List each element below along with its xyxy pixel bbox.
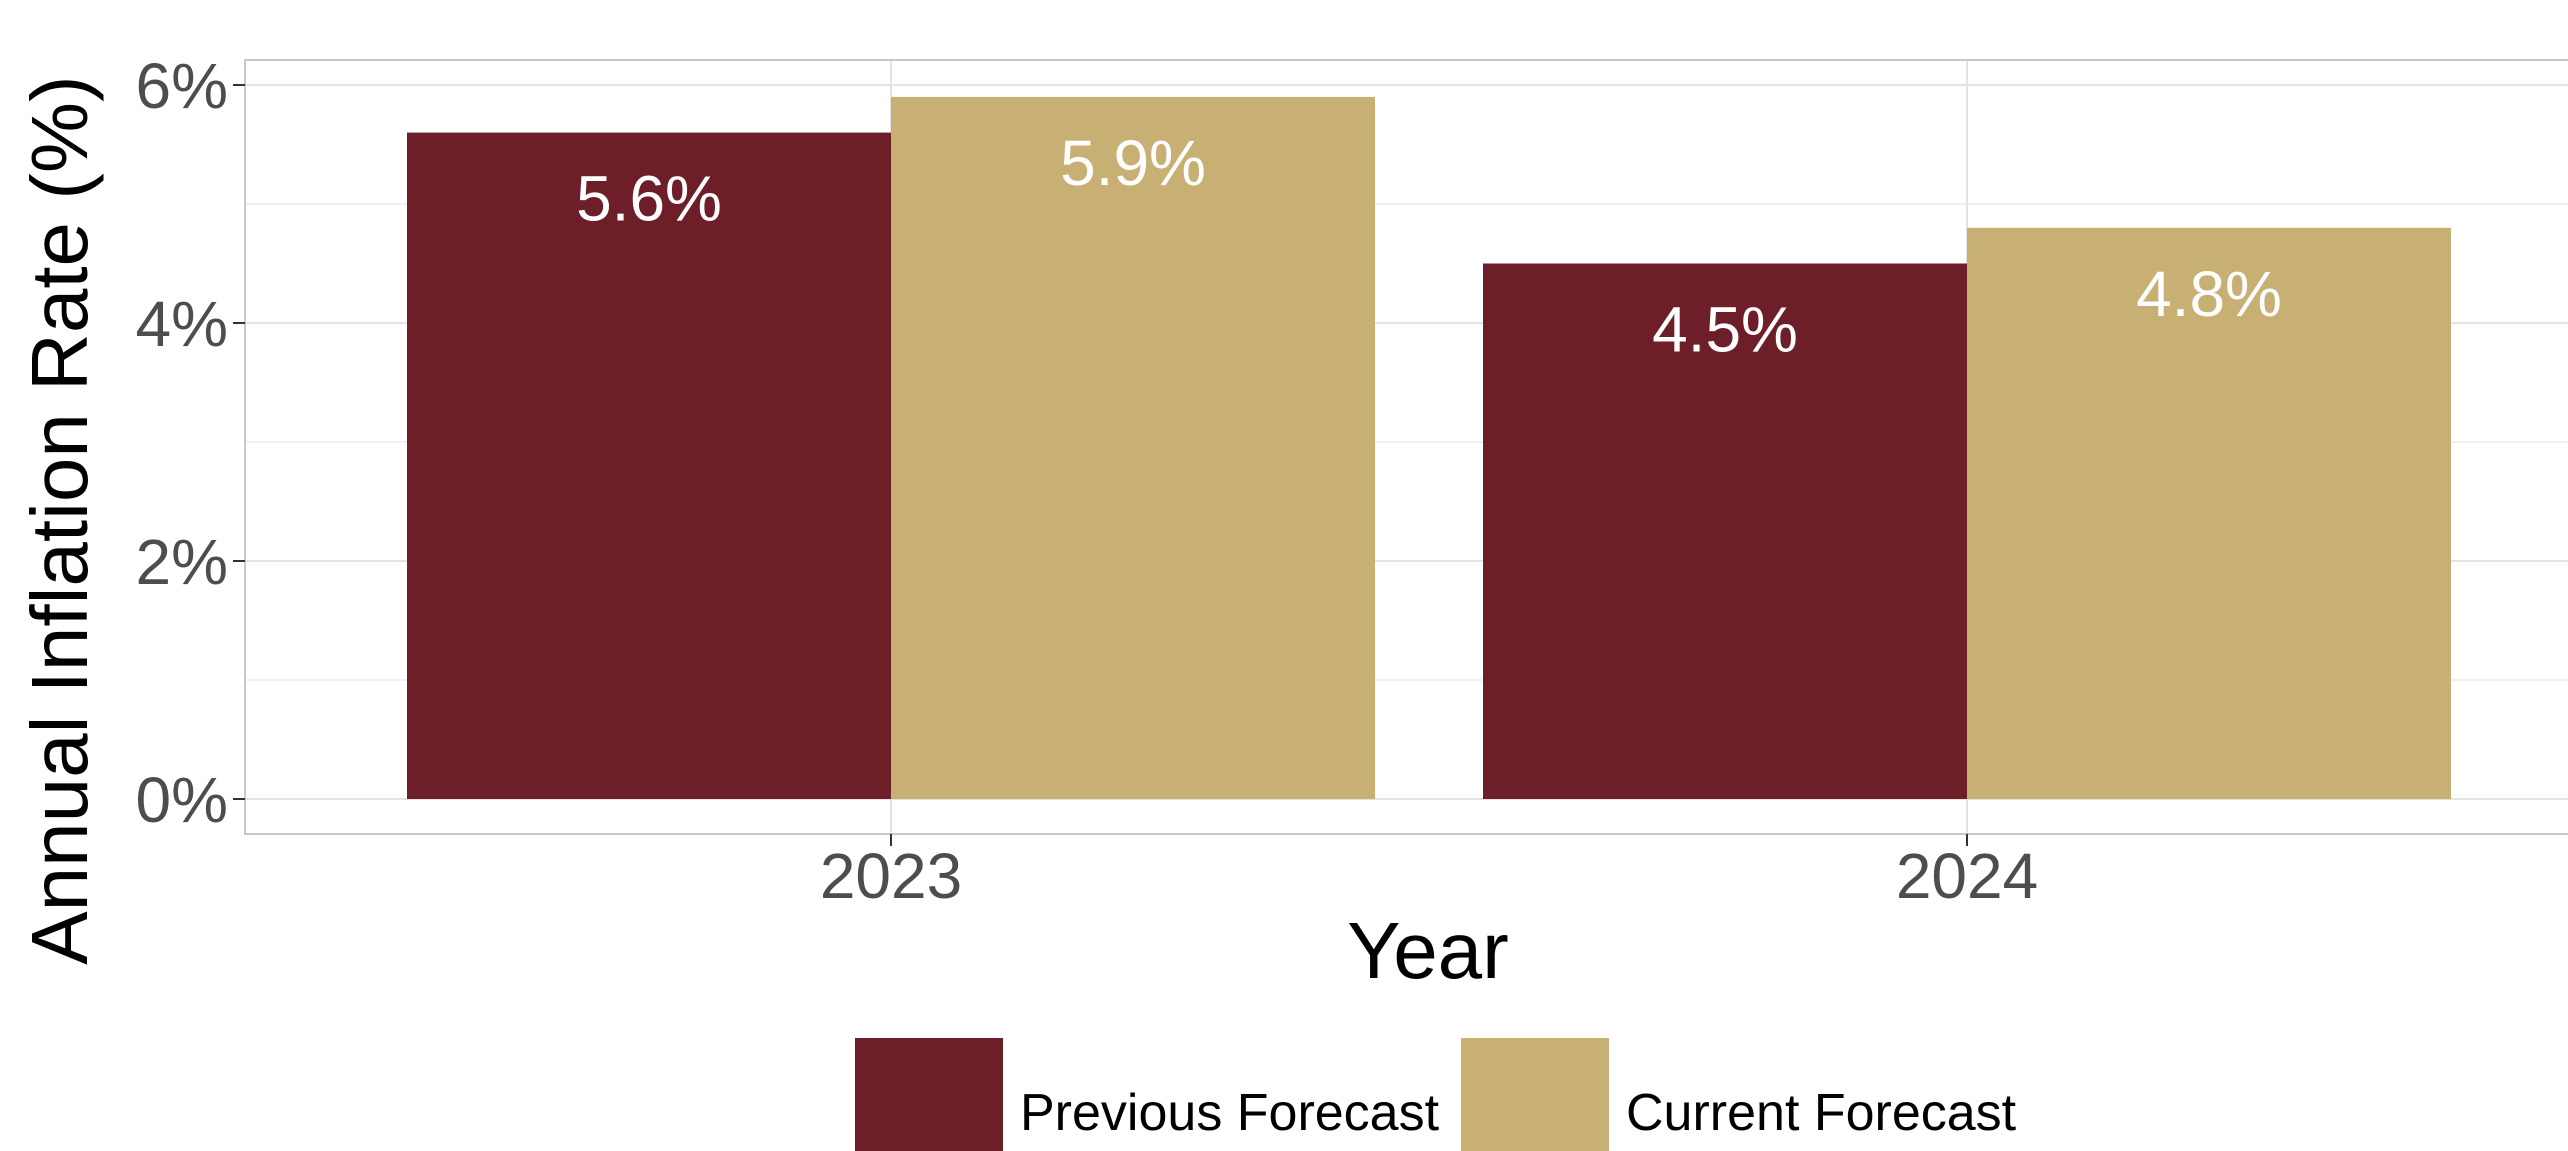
bar [1483,263,1967,799]
data-label: 5.9% [1060,127,1206,199]
bar [891,96,1375,799]
data-label: 5.6% [576,163,722,235]
x-axis-title: Year [1347,906,1509,995]
x-axis-ticks: 2023 2024 [820,834,2038,912]
x-tick-label: 2023 [820,840,962,912]
plot-panel-border [244,59,2568,835]
data-label: 4.5% [1652,294,1798,366]
legend-swatch [855,1038,1003,1151]
legend-label: Previous Forecast [1020,1084,1440,1142]
y-tick-label: 2% [136,526,229,598]
legend-swatch [1461,1038,1609,1151]
data-label: 4.8% [2136,258,2282,330]
x-tick-label: 2024 [1896,840,2038,912]
bar [407,132,891,800]
bars [407,96,2451,800]
legend-item: Previous Forecast [855,1038,1440,1151]
bar [1967,227,2451,800]
data-labels: 5.6% 4.5% 5.9% 4.8% [576,127,2282,366]
y-axis-ticks: 0% 2% 4% 6% [136,50,245,836]
y-tick-label: 0% [136,764,229,836]
y-axis-title: Annual Inflation Rate (%) [15,75,104,964]
y-tick-label: 4% [136,288,229,360]
legend-item: Current Forecast [1461,1038,2017,1151]
legend: Previous Forecast Current Forecast [855,1038,2017,1151]
y-tick-label: 6% [136,50,229,122]
legend-label: Current Forecast [1626,1084,2017,1142]
